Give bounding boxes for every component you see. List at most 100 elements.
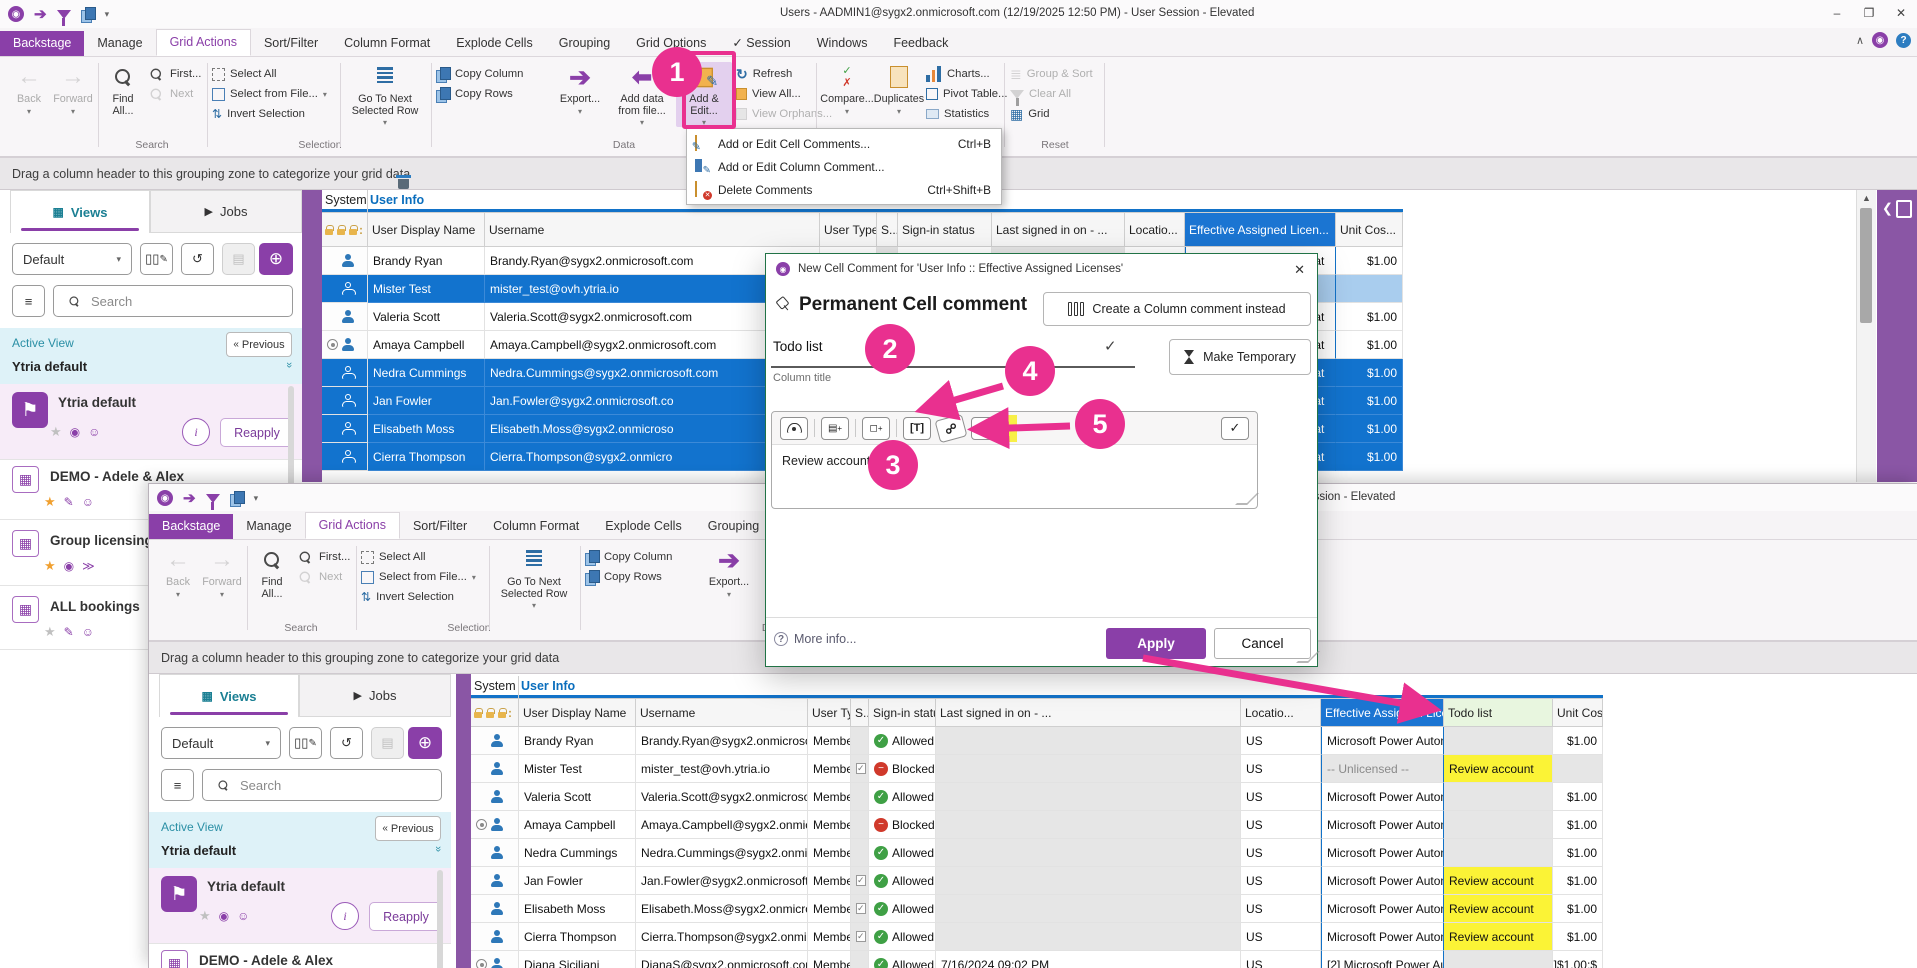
- cell-username[interactable]: Elisabeth.Moss@sygx2.onmicrosoft.com: [636, 895, 808, 923]
- export-button[interactable]: ➔ Export... ▾: [559, 61, 601, 116]
- cell-todo[interactable]: Review account: [1444, 867, 1553, 895]
- cell-last[interactable]: [936, 783, 1241, 811]
- cell-username[interactable]: Brandy.Ryan@sygx2.onmicrosoft.com: [485, 247, 820, 275]
- cell-indicator[interactable]: [322, 443, 368, 471]
- column-header-s[interactable]: S...: [851, 698, 869, 727]
- go-to-next-selected-row-button[interactable]: Go To Next Selected Row ▾: [497, 545, 571, 610]
- cell-last[interactable]: [936, 839, 1241, 867]
- cell-username[interactable]: Valeria.Scott@sygx2.onmicrosoft.com: [636, 783, 808, 811]
- cell-type[interactable]: Member: [808, 839, 851, 867]
- compare-button[interactable]: ✓✗Compare...▾: [820, 65, 874, 116]
- cell-cost[interactable]: $1.00: [1336, 247, 1403, 275]
- sidebar-tab-views[interactable]: ▦ Views: [159, 674, 299, 717]
- more-icon[interactable]: ▾: [104, 8, 110, 19]
- app-logo-icon[interactable]: ◉: [157, 490, 173, 506]
- column-header-last[interactable]: Last signed in on - ...: [992, 212, 1125, 247]
- comment-title-input[interactable]: Todo list: [773, 339, 823, 354]
- cell-indicator[interactable]: [471, 783, 519, 811]
- cell-username[interactable]: Cierra.Thompson@sygx2.onmicrosoft.com: [636, 923, 808, 951]
- cell-type[interactable]: Member: [808, 727, 851, 755]
- copy-column-button[interactable]: Copy Column: [436, 66, 523, 83]
- cell-cost[interactable]: $1.00: [1553, 783, 1603, 811]
- cell-lic[interactable]: Microsoft Power Automat: [1321, 895, 1444, 923]
- cell-lic[interactable]: [2] Microsoft Power Auto: [1321, 951, 1444, 968]
- grid-vertical-scrollbar[interactable]: ▲: [1856, 190, 1876, 482]
- find-all-button[interactable]: Find All...: [249, 545, 295, 600]
- view-selector-dropdown[interactable]: Default ▾: [12, 243, 132, 275]
- pen-icon[interactable]: ✎: [63, 495, 74, 509]
- cell-last[interactable]: [936, 923, 1241, 951]
- column-header-s[interactable]: S...: [877, 212, 898, 247]
- stamp-icon[interactable]: ☍: [934, 413, 968, 443]
- reapply-button[interactable]: Reapply: [369, 902, 443, 931]
- cell-todo[interactable]: [1444, 727, 1553, 755]
- charts-button[interactable]: Charts...: [926, 66, 1007, 82]
- clear-all-button[interactable]: Clear All: [1010, 86, 1093, 106]
- cell-cost[interactable]: $1.00: [1553, 811, 1603, 839]
- cell-display[interactable]: Cierra Thompson: [519, 923, 636, 951]
- tab-sort-filter[interactable]: Sort/Filter: [263, 36, 319, 50]
- reapply-button[interactable]: Reapply: [220, 418, 294, 447]
- cell-cost[interactable]: $1.00: [1553, 895, 1603, 923]
- undo-icon[interactable]: ↺: [181, 243, 214, 275]
- cell-todo[interactable]: Review account: [1444, 895, 1553, 923]
- cell-type[interactable]: Member: [808, 755, 851, 783]
- cell-username[interactable]: Jan.Fowler@sygx2.onmicrosoft.co: [485, 387, 820, 415]
- cell-display[interactable]: Amaya Campbell: [519, 811, 636, 839]
- cell-signin[interactable]: ✓ Allowed: [869, 895, 936, 923]
- tab-backstage[interactable]: Backstage: [149, 514, 234, 539]
- cell-type[interactable]: Member: [808, 811, 851, 839]
- cell-last[interactable]: [936, 755, 1241, 783]
- add-view-icon[interactable]: ⊕: [408, 727, 442, 759]
- find-all-button[interactable]: Find All...: [100, 62, 146, 117]
- search-input[interactable]: Search: [202, 769, 442, 801]
- tab-explode-cells[interactable]: Explode Cells: [605, 519, 682, 533]
- cell-display[interactable]: Cierra Thompson: [368, 443, 485, 471]
- editor-resize-grip[interactable]: [1235, 493, 1259, 505]
- cell-indicator[interactable]: [471, 867, 519, 895]
- cell-loc[interactable]: US: [1241, 923, 1321, 951]
- cell-username[interactable]: Jan.Fowler@sygx2.onmicrosoft.com: [636, 867, 808, 895]
- tab-explode-cells[interactable]: Explode Cells: [456, 36, 533, 50]
- apply-button[interactable]: Apply: [1106, 628, 1206, 659]
- column-header-loc[interactable]: Locatio...: [1125, 212, 1185, 247]
- cell-s[interactable]: [851, 783, 869, 811]
- cell-display[interactable]: Jan Fowler: [519, 867, 636, 895]
- star-icon[interactable]: ★: [44, 494, 56, 509]
- column-header-cost[interactable]: Unit Cos...: [1553, 698, 1603, 727]
- cell-indicator[interactable]: [322, 415, 368, 443]
- cell-last[interactable]: 7/16/2024 09:02 PM: [936, 951, 1241, 968]
- checkbox-checked-icon[interactable]: ✓: [856, 763, 866, 774]
- copy-rows-button[interactable]: Copy Rows: [585, 569, 672, 586]
- column-header-username[interactable]: Username: [485, 212, 820, 247]
- view-item-ytria-default[interactable]: ⚑ Ytria default ★ ◉ ☺ i Reapply: [0, 384, 302, 460]
- cell-cost[interactable]: $1.00: [1336, 415, 1403, 443]
- cell-indicator[interactable]: [471, 895, 519, 923]
- cell-cost[interactable]: $1.00: [1336, 303, 1403, 331]
- cell-username[interactable]: mister_test@ovh.ytria.io: [485, 275, 820, 303]
- dialog-close-icon[interactable]: ✕: [1294, 262, 1305, 277]
- cell-signin[interactable]: ✓ Allowed: [869, 839, 936, 867]
- column-header-username[interactable]: Username: [636, 698, 808, 727]
- cell-lic[interactable]: Microsoft Power Automat: [1321, 811, 1444, 839]
- cell-display[interactable]: Nedra Cummings: [519, 839, 636, 867]
- filter-icon[interactable]: [56, 9, 71, 26]
- view-item-demo-adele-alex[interactable]: ▦DEMO - Adele & Alex★✎☺: [149, 944, 451, 968]
- make-temporary-button[interactable]: Make Temporary: [1169, 339, 1311, 375]
- more-icon[interactable]: ▾: [253, 492, 259, 503]
- info-button[interactable]: i: [182, 418, 210, 446]
- cell-todo[interactable]: [1444, 839, 1553, 867]
- next-button[interactable]: Next: [297, 569, 350, 585]
- select-all-button[interactable]: Select All: [361, 549, 476, 565]
- chevrons-icon[interactable]: ≫: [82, 559, 95, 573]
- cell-username[interactable]: Elisabeth.Moss@sygx2.onmicroso: [485, 415, 820, 443]
- logo-icon[interactable]: ◉: [1872, 32, 1888, 48]
- cell-loc[interactable]: US: [1241, 755, 1321, 783]
- cell-todo[interactable]: Review account: [1444, 923, 1553, 951]
- cancel-button[interactable]: Cancel: [1214, 628, 1311, 659]
- view-all-button[interactable]: View All...: [736, 86, 832, 102]
- column-header-indicator[interactable]: :: [322, 212, 368, 247]
- cell-cost[interactable]: [1336, 275, 1403, 303]
- cell-loc[interactable]: US: [1241, 839, 1321, 867]
- tab-backstage[interactable]: Backstage: [0, 31, 85, 56]
